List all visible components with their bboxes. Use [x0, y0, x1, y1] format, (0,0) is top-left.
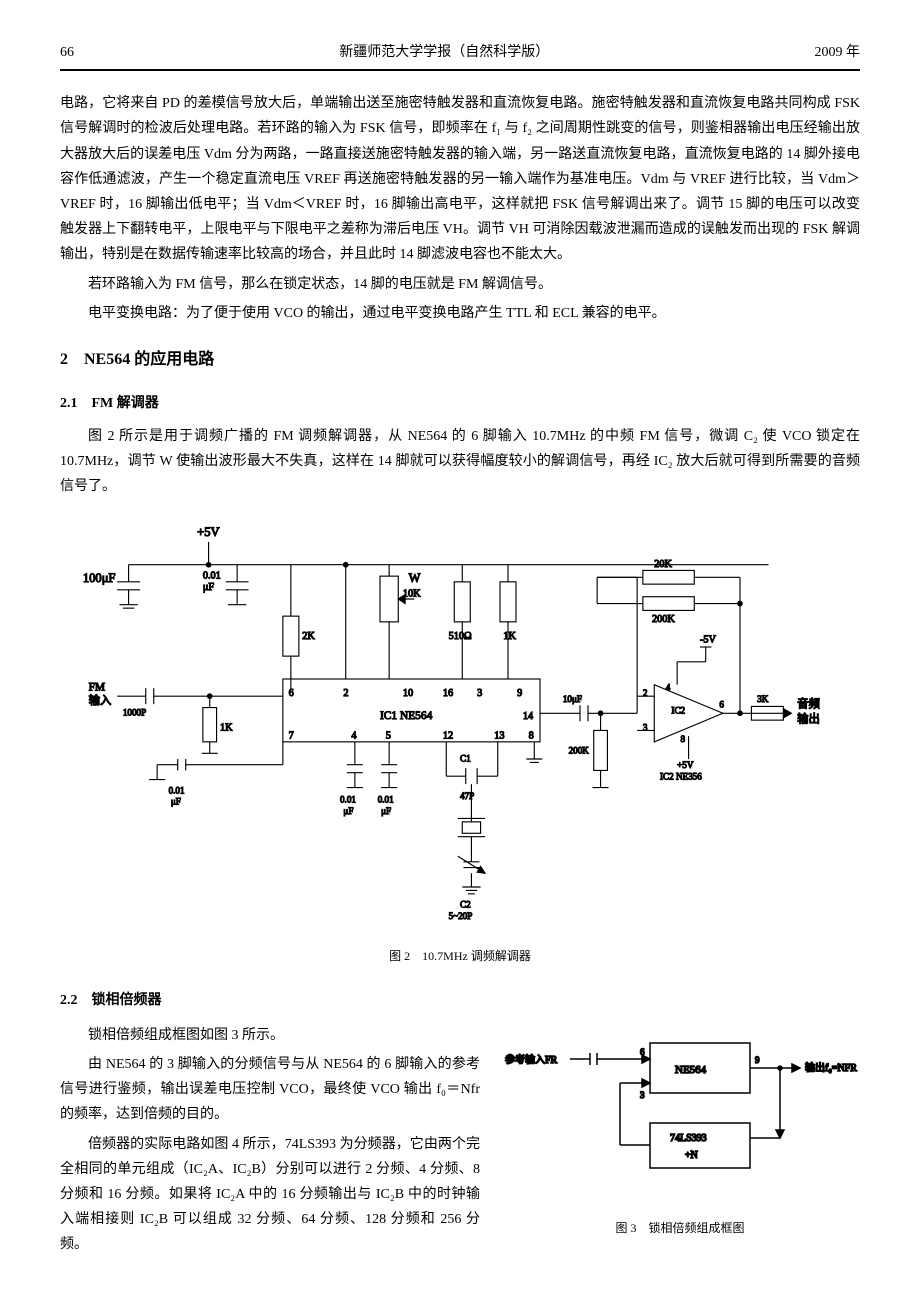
- label-3k: 3K: [757, 694, 769, 704]
- f3-out: 输出f₀=NFR: [805, 1061, 857, 1074]
- paragraph-1: 电路，它将来自 PD 的差模信号放大后，单端输出送至施密特触发器和直流恢复电路。…: [60, 91, 860, 267]
- ic1-pin8: 8: [529, 731, 534, 742]
- label-c2: C2: [460, 900, 471, 910]
- figure-3-diagram: 参考输入FR 6 NE564 9 输出f₀=NFR: [500, 1023, 860, 1203]
- ic1-pin2: 2: [343, 689, 348, 700]
- ic1-label: IC1 NE564: [380, 710, 433, 722]
- label-001-bot2b: μF: [343, 806, 353, 816]
- label-fm-in: FM: [89, 682, 105, 694]
- ic2-pin6: 6: [719, 700, 724, 710]
- f3-ne564: NE564: [675, 1064, 707, 1076]
- ic2-pin4: 4: [666, 683, 671, 693]
- label-2k: 2K: [302, 631, 315, 642]
- ic1-pin12: 12: [443, 731, 453, 742]
- label-10k: 10K: [403, 589, 421, 600]
- ic1-pin4: 4: [351, 731, 356, 742]
- label-47p: 47P: [460, 791, 474, 801]
- figure-2-container: +5V 100μF 0.01 μF: [60, 519, 860, 967]
- subsection-2-1-heading: 2.1 FM 解调器: [60, 391, 860, 416]
- label-1k-2: 1K: [220, 723, 233, 734]
- f3-74ls: 74LS393: [670, 1133, 707, 1144]
- f3-refin: 参考输入FR: [505, 1053, 558, 1066]
- label-001-bot1b: μF: [171, 797, 181, 807]
- figure-3-caption: 图 3 锁相倍频组成框图: [500, 1218, 860, 1240]
- ic1-pin9: 9: [517, 689, 522, 700]
- label-100uf: 100μF: [83, 571, 116, 585]
- ic1-pin10: 10: [403, 689, 413, 700]
- subsection-2-2-heading: 2.2 锁相倍频器: [60, 988, 860, 1013]
- label-200k: 200K: [569, 746, 590, 756]
- label-1000p: 1000P: [123, 708, 146, 718]
- label-c1: C1: [460, 754, 471, 764]
- paragraph-3: 电平变换电路：为了便于使用 VCO 的输出，通过电平变换电路产生 TTL 和 E…: [60, 301, 860, 326]
- ic1-pin7: 7: [289, 731, 294, 742]
- label-ne356: IC2 NE356: [660, 772, 702, 782]
- f3-pin9: 9: [755, 1055, 760, 1065]
- label-001uf-1b: μF: [203, 582, 215, 593]
- ic1-pin6: 6: [289, 689, 294, 700]
- f3-pin3: 3: [640, 1090, 645, 1100]
- ic2-pin8: 8: [681, 734, 686, 744]
- label-fm-in2: 输入: [89, 694, 112, 708]
- section-2-2-p1: 锁相倍频组成框图如图 3 所示。: [60, 1023, 480, 1048]
- ic2-lbl: IC2: [671, 706, 685, 716]
- label-1k-1: 1K: [503, 631, 516, 642]
- ic1-pin5: 5: [386, 731, 391, 742]
- label-001-bot3b: μF: [381, 806, 391, 816]
- label-neg5v: -5V: [700, 635, 717, 646]
- label-001-bot3: 0.01: [378, 795, 394, 805]
- ic1-pin16: 16: [443, 689, 453, 700]
- page-number: 66: [60, 40, 74, 65]
- publication-year: 2009 年: [815, 40, 861, 65]
- label-10uf: 10μF: [563, 694, 582, 704]
- ic1-pin13: 13: [494, 731, 504, 742]
- label-001-bot1: 0.01: [169, 786, 185, 796]
- section-2-heading: 2 NE564 的应用电路: [60, 346, 860, 375]
- label-001uf-1: 0.01: [203, 571, 221, 582]
- label-c2val: 5~20P: [449, 911, 473, 921]
- page-header: 66 新疆师范大学学报（自然科学版） 2009 年: [60, 40, 860, 71]
- label-20k: 20K: [654, 559, 672, 570]
- paragraph-2: 若环路输入为 FM 信号，那么在锁定状态，14 脚的电压就是 FM 解调信号。: [60, 272, 860, 297]
- label-audio2: 输出: [797, 712, 820, 726]
- label-5v: +5V: [197, 526, 219, 540]
- f3-pin6: 6: [640, 1047, 645, 1057]
- journal-title: 新疆师范大学学报（自然科学版）: [74, 40, 815, 65]
- label-5v2: +5V: [677, 761, 694, 771]
- label-w: W: [409, 571, 421, 585]
- f3-divn: ÷N: [685, 1150, 698, 1161]
- section-2-1-p1: 图 2 所示是用于调频广播的 FM 调频解调器，从 NE564 的 6 脚输入 …: [60, 424, 860, 500]
- label-200k-top: 200K: [652, 614, 675, 625]
- ic1-pin14: 14: [523, 711, 533, 722]
- label-510: 510Ω: [449, 631, 472, 642]
- label-audio1: 音频: [797, 697, 820, 711]
- section-2-2-p3: 倍频器的实际电路如图 4 所示，74LS393 为分频器，它由两个完全相同的单元…: [60, 1132, 480, 1258]
- ic1-pin3: 3: [477, 689, 482, 700]
- figure-2-caption: 图 2 10.7MHz 调频解调器: [60, 946, 860, 968]
- figure-2-circuit: +5V 100μF 0.01 μF: [60, 519, 860, 930]
- label-001-bot2: 0.01: [340, 795, 356, 805]
- section-2-2-p2: 由 NE564 的 3 脚输入的分频信号与从 NE564 的 6 脚输入的参考信…: [60, 1052, 480, 1128]
